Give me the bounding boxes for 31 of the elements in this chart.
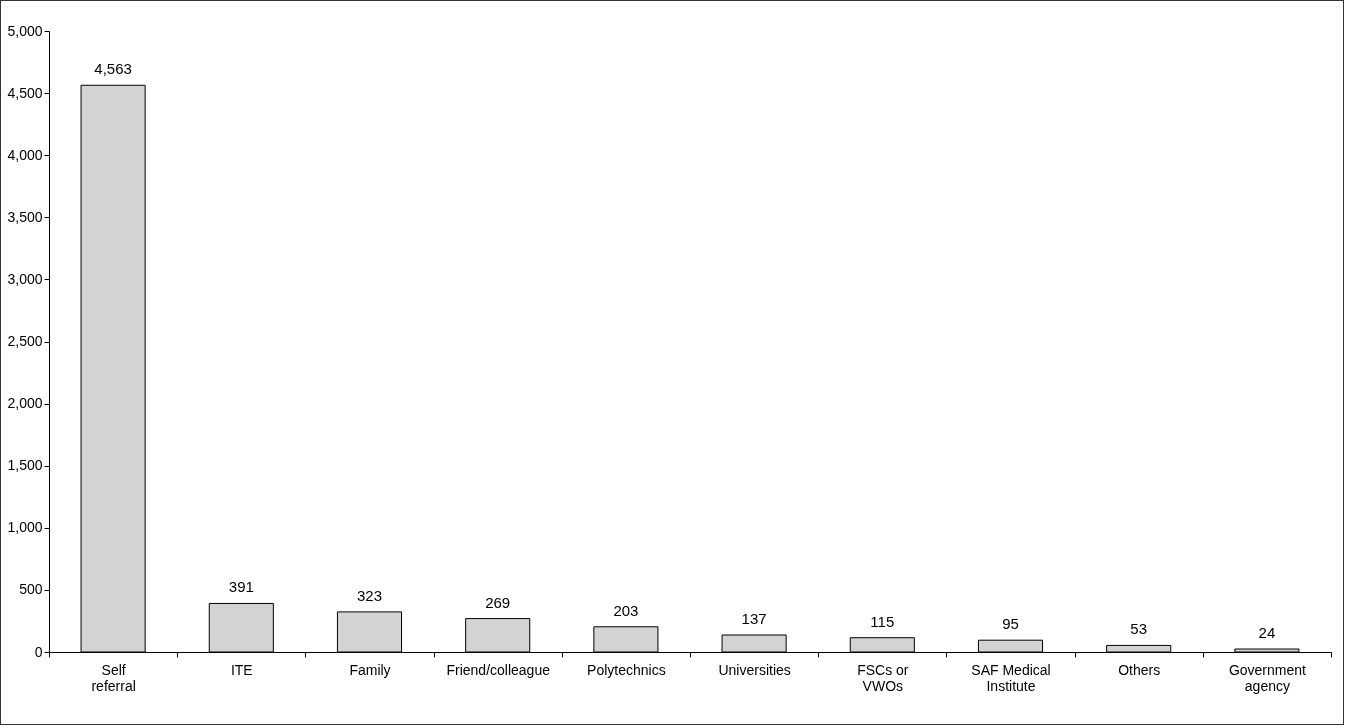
data-label: 115 <box>870 612 895 630</box>
x-tick-label: FSCs or VWOs <box>857 661 909 694</box>
x-tick-label: Self referral <box>91 661 136 694</box>
data-label: 24 <box>1258 624 1276 642</box>
y-tick-label: 1,500 <box>7 457 43 474</box>
data-label: 95 <box>1002 615 1019 633</box>
x-tick-label: Government agency <box>1228 661 1307 694</box>
x-tick-label: Family <box>349 661 391 678</box>
x-tick-label: Universities <box>718 661 791 678</box>
y-tick-label: 3,500 <box>7 208 43 225</box>
x-tick-label: ITE <box>230 661 253 678</box>
data-label: 4,563 <box>94 60 132 78</box>
x-tick-label: Others <box>1118 661 1161 678</box>
y-tick-label: 2,000 <box>7 395 43 412</box>
y-tick-label: 5,000 <box>7 22 43 39</box>
data-label: 203 <box>613 601 639 619</box>
y-tick-label: 3,000 <box>7 270 43 287</box>
data-label: 53 <box>1130 620 1148 638</box>
y-tick-label: 1,000 <box>7 519 43 536</box>
y-tick-label: 500 <box>19 581 43 598</box>
data-label: 323 <box>356 586 383 604</box>
y-tick-label: 4,000 <box>7 146 43 163</box>
y-tick-label: 2,500 <box>7 333 43 349</box>
data-label: 269 <box>485 593 511 611</box>
data-label: 137 <box>741 609 767 627</box>
x-tick-label: SAF Medical Institute <box>971 661 1051 694</box>
data-label: 391 <box>228 578 254 596</box>
y-tick-label: 4,500 <box>7 84 43 101</box>
y-tick-label: 0 <box>34 643 43 660</box>
x-tick-label: Friend/colleague <box>446 661 551 678</box>
x-tick-label: Polytechnics <box>587 661 666 678</box>
